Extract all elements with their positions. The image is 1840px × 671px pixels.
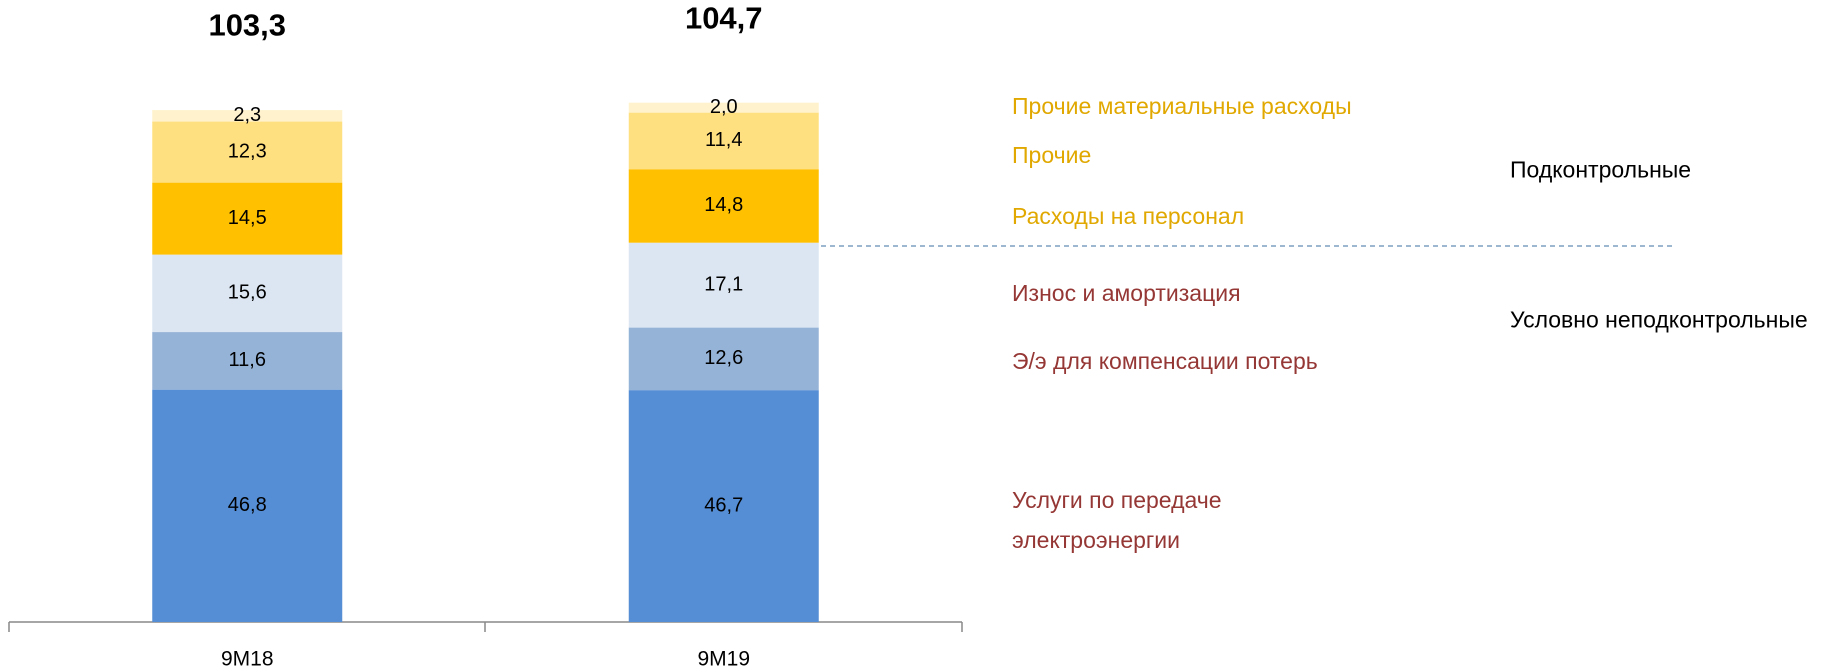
- bar-segment: [152, 121, 343, 183]
- legend-label: Услуги по передаче электроэнергии: [1012, 487, 1222, 553]
- bar-segment: [628, 390, 819, 622]
- data-label: 11,4: [705, 129, 742, 151]
- data-label: 17,1: [704, 273, 743, 295]
- bar-segment: [628, 242, 819, 328]
- legend-label: Прочие: [1012, 142, 1092, 168]
- legend-label: Э/э для компенсации потерь: [1012, 348, 1318, 374]
- x-tick-label: 9M19: [697, 648, 750, 671]
- data-label: 14,5: [228, 207, 267, 229]
- data-label: 11,6: [229, 349, 266, 371]
- data-label: 12,6: [704, 347, 743, 369]
- bar-segment: [152, 110, 343, 122]
- legend-label: Износ и амортизация: [1012, 280, 1241, 306]
- bar-segment: [628, 169, 819, 243]
- group-label: Условно неподконтрольные: [1510, 306, 1808, 333]
- bar-segment: [152, 332, 343, 390]
- legend-label: Расходы на персонал: [1012, 203, 1245, 229]
- data-label: 46,8: [228, 494, 267, 516]
- total-label: 103,3: [208, 7, 286, 42]
- data-label: 46,7: [704, 494, 743, 516]
- bar-segment: [152, 254, 343, 333]
- data-label: 2,3: [233, 104, 261, 126]
- data-label: 12,3: [228, 140, 267, 162]
- group-label: Подконтрольные: [1510, 156, 1692, 183]
- data-label: 14,8: [704, 194, 743, 216]
- bar-segment: [152, 389, 343, 622]
- total-label: 104,7: [685, 0, 763, 35]
- bar-segment: [628, 112, 819, 170]
- bar-segment: [152, 182, 343, 255]
- bar-segment: [628, 102, 819, 113]
- x-tick-label: 9M18: [221, 648, 274, 671]
- data-label: 15,6: [228, 282, 267, 304]
- bar-segment: [628, 327, 819, 391]
- legend-label: Прочие материальные расходы: [1012, 93, 1352, 119]
- data-label: 2,0: [710, 96, 738, 118]
